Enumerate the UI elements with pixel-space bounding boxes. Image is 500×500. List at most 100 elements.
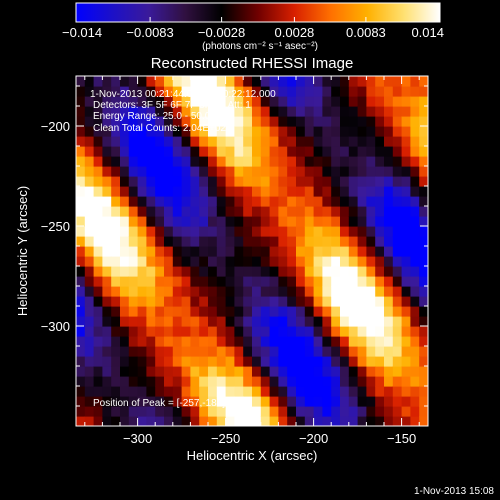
heatmap-cell [278,316,288,327]
heatmap-cell [208,96,218,107]
heatmap-cell [137,306,147,317]
heatmap-cell [366,86,376,97]
heatmap-cell [243,186,253,197]
heatmap-cell [225,96,235,107]
heatmap-cell [252,386,262,397]
heatmap-cell [331,416,341,426]
heatmap-cell [137,196,147,207]
heatmap-cell [190,196,200,207]
heatmap-cell [304,86,315,97]
heatmap-cell [172,296,183,307]
heatmap-cell [252,416,262,426]
heatmap-cell [304,136,315,147]
heatmap-cell [102,246,112,257]
heatmap-cell [120,136,130,147]
heatmap-cell [304,176,315,187]
heatmap-cell [76,246,86,257]
heatmap-cell [76,366,86,377]
heatmap-cell [260,146,271,157]
heatmap-cell [120,76,130,87]
heatmap-cell [243,126,253,137]
heatmap-cell [410,166,420,177]
heatmap-cell [93,96,103,107]
heatmap-cell [384,396,394,407]
heatmap-cell [243,116,253,127]
heatmap-cell [392,206,403,217]
heatmap-cell [401,286,411,297]
heatmap-cell [410,286,420,297]
heatmap-cell [331,236,341,247]
heatmap-cell [120,236,130,247]
heatmap-cell [252,276,262,287]
heatmap-cell [128,206,139,217]
heatmap-cell [146,356,156,367]
heatmap-cell [76,146,86,157]
heatmap-cell [313,236,323,247]
heatmap-cell [199,96,209,107]
heatmap-cell [348,416,359,426]
heatmap-cell [234,206,244,217]
heatmap-cell [225,206,235,217]
heatmap-cell [146,276,156,287]
heatmap-cell [216,276,227,287]
heatmap-cell [269,176,279,187]
heatmap-cell [181,176,191,187]
heatmap-cell [296,336,306,347]
heatmap-cell [93,366,103,377]
heatmap-cell [181,386,191,397]
heatmap-cell [348,316,359,327]
heatmap-cell [146,76,156,87]
heatmap-cell [225,316,235,327]
heatmap-cell [208,236,218,247]
heatmap-cell [172,276,183,287]
heatmap-cell [410,366,420,377]
heatmap-cell [313,346,323,357]
heatmap-cell [340,336,350,347]
heatmap-cell [331,326,341,337]
heatmap-cell [181,116,191,127]
heatmap-cell [216,306,227,317]
heatmap-cell [410,276,420,287]
heatmap-cell [287,366,297,377]
heatmap-cell [287,116,297,127]
heatmap-cell [410,256,420,267]
heatmap-cell [208,386,218,397]
heatmap-cell [234,386,244,397]
heatmap-cell [146,166,156,177]
heatmap-cell [357,106,367,117]
heatmap-cell [208,416,218,426]
heatmap-cell [146,246,156,257]
heatmap-cell [401,336,411,347]
heatmap-cell [128,276,139,287]
heatmap-cell [313,376,323,387]
heatmap-cell [366,416,376,426]
heatmap-cell [278,276,288,287]
heatmap-cell [384,366,394,377]
heatmap-cell [120,256,130,267]
heatmap-cell [313,276,323,287]
heatmap-cell [322,346,332,357]
heatmap-cell [128,106,139,117]
heatmap-cell [146,306,156,317]
heatmap-cell [252,396,262,407]
heatmap-cell [199,126,209,137]
heatmap-cell [375,286,385,297]
heatmap-cell [225,376,235,387]
heatmap-cell [84,156,95,167]
heatmap-cell [331,296,341,307]
heatmap-cell [137,396,147,407]
heatmap-cell [401,376,411,387]
heatmap-cell [278,416,288,426]
heatmap-cell [208,146,218,157]
heatmap-cell [392,156,403,167]
heatmap-cell [322,386,332,397]
heatmap-cell [128,306,139,317]
heatmap-cell [419,236,428,247]
heatmap-cell [304,376,315,387]
heatmap-cell [384,286,394,297]
heatmap-cell [322,176,332,187]
heatmap-cell [102,216,112,227]
heatmap-cell [128,366,139,377]
heatmap-cell [296,326,306,337]
heatmap-cell [331,276,341,287]
